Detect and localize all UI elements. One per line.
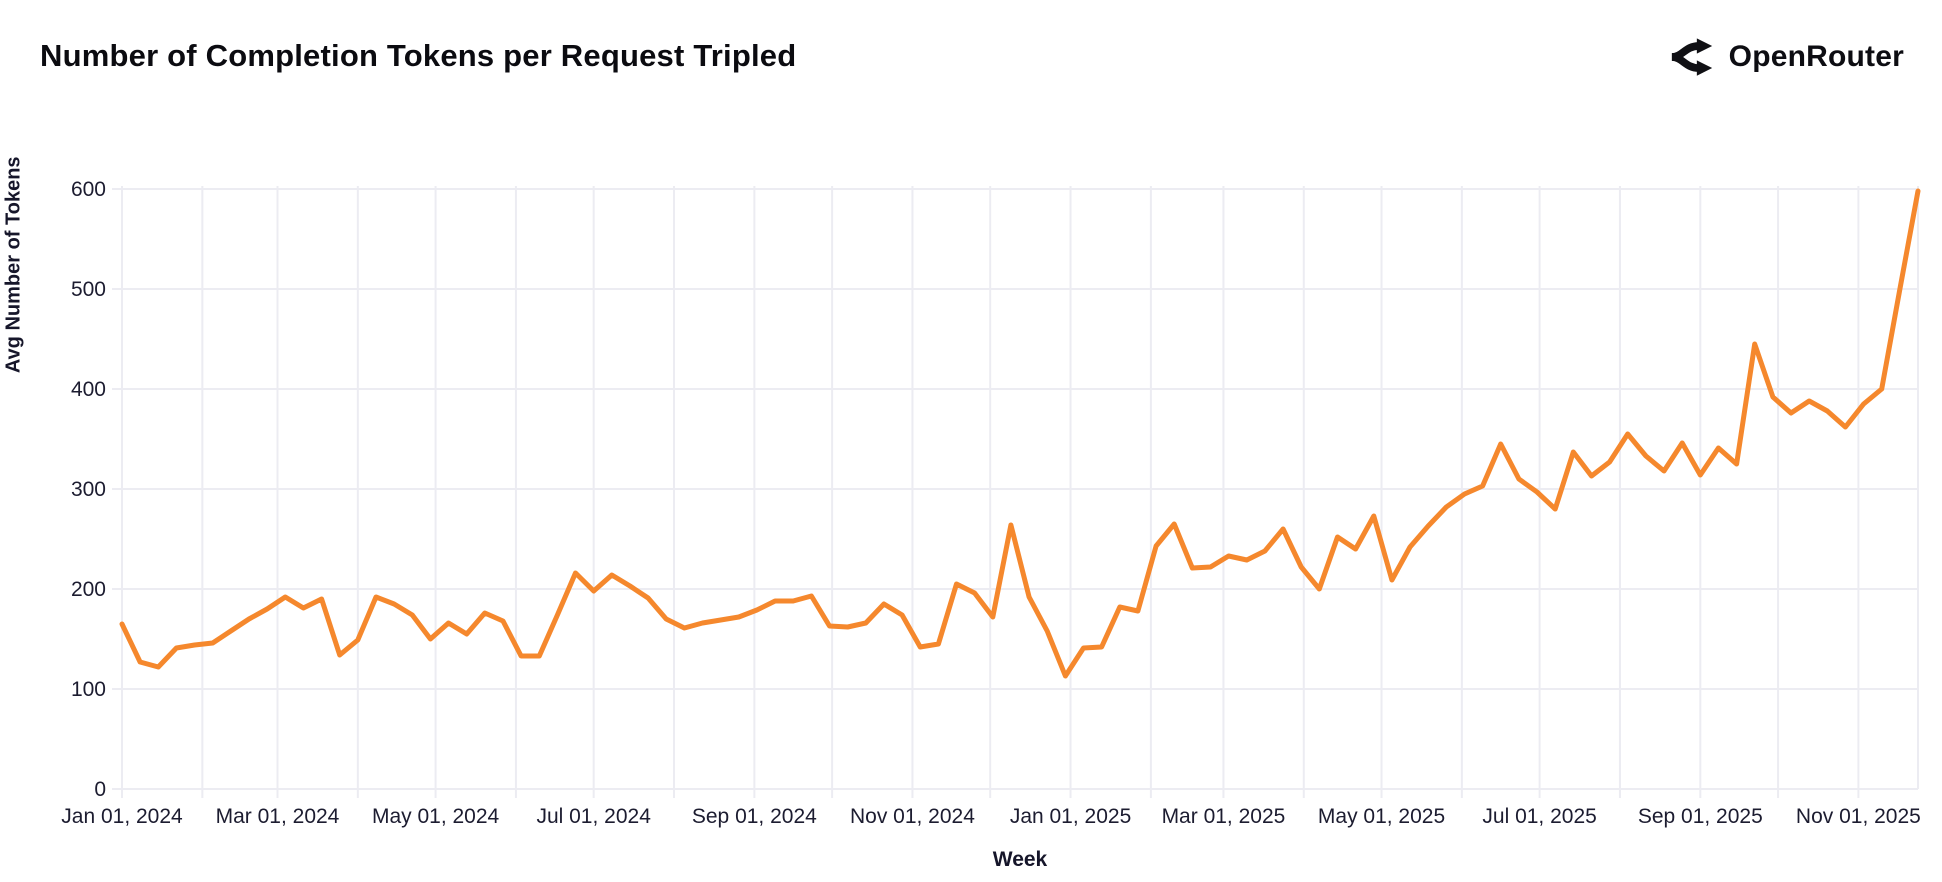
gridlines: [121, 186, 1919, 790]
x-tick-label: Nov 01, 2024: [850, 805, 975, 828]
y-tick-label: 500: [71, 278, 106, 301]
y-tick-label: 300: [71, 478, 106, 501]
x-axis-title: Week: [992, 848, 1048, 871]
x-tick-label: Sep 01, 2025: [1638, 805, 1763, 828]
y-tick-label: 100: [71, 678, 106, 701]
series-line: [119, 188, 1921, 679]
y-tick-label: 400: [71, 378, 106, 401]
x-tick-label: Jul 01, 2024: [536, 805, 651, 828]
y-tick-label: 600: [71, 178, 106, 201]
openrouter-logo-icon: [1671, 38, 1712, 76]
x-tick-label: May 01, 2024: [372, 805, 500, 828]
openrouter-brand: OpenRouter: [1670, 34, 1904, 80]
openrouter-brand-name: OpenRouter: [1728, 40, 1904, 73]
x-tick-label: Jan 01, 2025: [1010, 805, 1131, 828]
axis-ticks: [112, 188, 1860, 798]
x-tick-label: May 01, 2025: [1318, 805, 1445, 828]
y-axis-title: Avg Number of Tokens: [2, 156, 25, 374]
x-tick-label: Nov 01, 2025: [1796, 805, 1921, 828]
x-tick-label: Mar 01, 2025: [1162, 805, 1286, 828]
x-tick-label: Jan 01, 2024: [61, 805, 183, 828]
y-tick-label: 0: [94, 778, 106, 801]
axis-labels: 0 100 200 300 400 500 600 Jan 01, 2024 Mar 01, 2…: [61, 178, 1921, 828]
x-tick-label: Jul 01, 2025: [1482, 805, 1596, 828]
x-tick-label: Mar 01, 2024: [216, 805, 340, 828]
x-tick-label: Sep 01, 2024: [692, 805, 817, 828]
y-tick-label: 200: [71, 578, 106, 601]
page-title: Number of Completion Tokens per Request …: [40, 38, 797, 73]
